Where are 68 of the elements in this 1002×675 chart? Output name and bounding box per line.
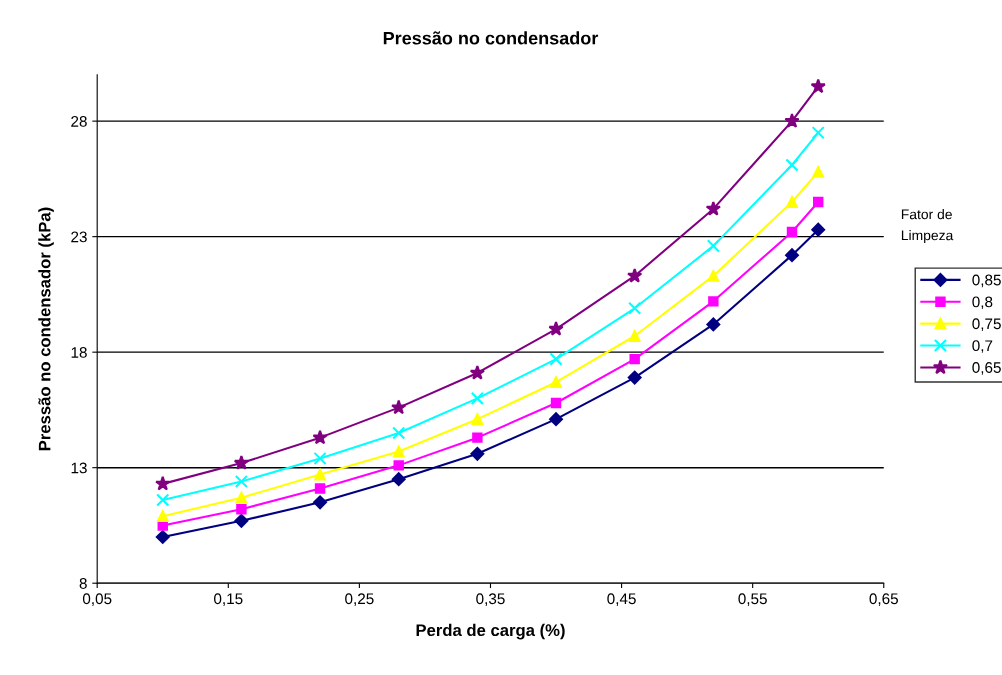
point — [392, 426, 406, 440]
point — [155, 530, 170, 544]
point — [548, 321, 564, 336]
point — [234, 513, 249, 528]
point — [313, 495, 327, 510]
point — [810, 78, 826, 94]
y-tick-label: 18 — [71, 347, 87, 358]
chart-title: Pressão no condensador — [383, 31, 599, 45]
x-axis-title: Perda de carga (%) — [416, 623, 565, 640]
point — [470, 446, 485, 461]
point — [708, 296, 719, 307]
legend-label: 0,65 — [972, 362, 1001, 375]
point — [472, 432, 483, 443]
point — [156, 493, 170, 507]
y-axis-title: Pressão no condensador (kPa) — [38, 207, 54, 451]
x-tick-label: 0,25 — [345, 593, 374, 606]
point — [812, 166, 825, 178]
point — [156, 510, 169, 523]
point — [233, 455, 250, 470]
point — [234, 474, 248, 489]
point — [312, 429, 328, 445]
point — [391, 472, 406, 487]
point — [786, 226, 798, 238]
point — [391, 399, 407, 415]
legend-title: Fator de Limpeza — [901, 209, 954, 243]
point — [314, 483, 326, 494]
point — [393, 460, 404, 471]
point — [785, 248, 799, 263]
legend-label: 0,85 — [972, 274, 1001, 288]
point — [811, 126, 825, 140]
point — [549, 412, 563, 427]
point — [786, 196, 798, 208]
point — [706, 317, 721, 332]
point — [236, 504, 247, 515]
point — [550, 376, 562, 389]
point — [628, 301, 642, 315]
point — [813, 196, 824, 208]
y-tick-label: 13 — [71, 462, 87, 474]
point — [627, 370, 642, 385]
point — [549, 352, 563, 366]
point — [706, 239, 720, 253]
point — [470, 391, 484, 405]
x-tick-label: 0,35 — [476, 593, 505, 606]
point — [785, 158, 799, 172]
y-tick-label: 23 — [71, 231, 87, 243]
y-tick-label: 8 — [79, 578, 87, 589]
point — [705, 200, 721, 216]
y-tick-label: 28 — [71, 116, 87, 127]
point — [627, 267, 643, 283]
x-tick-label: 0,65 — [869, 593, 898, 606]
legend-label: 0,8 — [972, 296, 993, 310]
point — [392, 445, 405, 458]
point — [811, 222, 826, 237]
x-tick-label: 0,05 — [82, 593, 112, 606]
point — [314, 468, 326, 481]
legend-label: 0,75 — [972, 318, 1001, 331]
x-tick-label: 0,45 — [607, 593, 636, 606]
point — [155, 475, 171, 491]
point — [313, 451, 327, 466]
point — [629, 353, 640, 365]
x-tick-label: 0,55 — [738, 593, 767, 606]
point — [235, 491, 248, 504]
x-tick-label: 0,15 — [214, 593, 243, 606]
point — [550, 397, 562, 409]
point — [784, 113, 800, 128]
legend-label: 0,7 — [972, 340, 993, 353]
point — [469, 364, 486, 380]
point — [471, 413, 484, 426]
